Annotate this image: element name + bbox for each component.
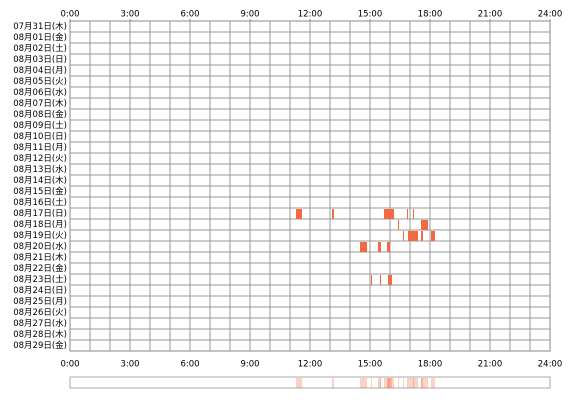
summary-mark (421, 378, 423, 388)
x-tick-label-bottom: 6:00 (180, 360, 199, 370)
x-tick-label-bottom: 21:00 (478, 360, 503, 370)
summary-mark (380, 378, 381, 388)
activity-bar (431, 231, 435, 241)
x-tick-label: 0:00 (60, 10, 79, 20)
summary-mark (398, 378, 399, 388)
row-label: 08月27日(水) (13, 318, 67, 329)
x-tick-label: 15:00 (358, 10, 383, 20)
summary-mark (413, 378, 414, 388)
row-label: 08月06日(水) (13, 87, 67, 98)
x-tick-label: 12:00 (298, 10, 323, 20)
summary-mark (332, 378, 334, 388)
summary-mark (296, 378, 302, 388)
activity-bar (388, 275, 392, 285)
row-label: 08月18日(月) (13, 220, 67, 230)
row-label: 08月05日(火) (13, 77, 67, 87)
x-tick-label-bottom: 0:00 (60, 360, 79, 370)
summary-mark (388, 378, 392, 388)
summary-mark (371, 378, 372, 388)
x-tick-label-bottom: 9:00 (240, 360, 259, 370)
activity-bar (421, 220, 428, 230)
row-label: 08月13日(水) (13, 164, 67, 175)
summary-mark (403, 378, 404, 388)
x-tick-label-bottom: 15:00 (358, 360, 383, 370)
summary-mark (360, 378, 367, 388)
x-tick-label: 18:00 (418, 10, 443, 20)
row-label: 08月14日(木) (13, 175, 67, 186)
activity-bar (398, 220, 399, 230)
activity-bar (403, 231, 404, 241)
row-label: 08月01日(金) (13, 32, 67, 43)
x-tick-label: 3:00 (120, 10, 139, 20)
row-label: 08月12日(火) (13, 154, 67, 164)
x-tick-label: 24:00 (538, 10, 563, 20)
summary-mark (407, 378, 408, 388)
x-tick-label: 9:00 (240, 10, 259, 20)
summary-mark (387, 378, 390, 388)
activity-bar (407, 209, 408, 219)
row-label: 08月03日(日) (13, 55, 67, 65)
row-label: 08月04日(月) (13, 66, 67, 76)
row-label: 08月02日(土) (13, 43, 67, 54)
summary-mark (378, 378, 381, 388)
row-label: 08月25日(月) (13, 297, 67, 307)
x-tick-label: 21:00 (478, 10, 503, 20)
row-label: 08月26日(火) (13, 308, 67, 318)
activity-bar (387, 242, 390, 252)
x-tick-label-bottom: 12:00 (298, 360, 323, 370)
row-label: 08月08日(金) (13, 109, 67, 120)
activity-bar (296, 209, 302, 219)
row-label: 08月07日(木) (13, 98, 67, 109)
row-label: 08月11日(月) (13, 143, 67, 153)
activity-bar (380, 275, 381, 285)
row-label: 07月31日(木) (13, 21, 67, 32)
activity-bar (371, 275, 372, 285)
row-label: 08月28日(木) (13, 329, 67, 340)
row-label: 08月22日(金) (13, 263, 67, 274)
activity-bar (384, 209, 394, 219)
activity-bar (408, 231, 418, 241)
row-label: 08月17日(日) (13, 209, 67, 219)
activity-bar (360, 242, 367, 252)
row-label: 08月19日(火) (13, 231, 67, 241)
activity-bar (332, 209, 334, 219)
summary-mark (421, 378, 428, 388)
row-label: 08月09日(土) (13, 120, 67, 131)
x-tick-label-bottom: 18:00 (418, 360, 443, 370)
row-label: 08月15日(金) (13, 186, 67, 197)
row-label: 08月10日(日) (13, 132, 67, 142)
summary-strip (69, 376, 551, 389)
x-tick-label-bottom: 3:00 (120, 360, 139, 370)
row-label: 08月29日(金) (13, 340, 67, 351)
summary-mark (384, 378, 394, 388)
x-tick-label-bottom: 24:00 (538, 360, 563, 370)
row-label: 08月24日(日) (13, 286, 67, 296)
activity-bar (421, 231, 423, 241)
summary-mark (408, 378, 418, 388)
row-label: 08月23日(土) (13, 274, 67, 285)
row-label: 08月16日(土) (13, 197, 67, 208)
summary-mark (431, 378, 435, 388)
activity-bar (413, 209, 414, 219)
row-label: 08月20日(水) (13, 241, 67, 252)
row-label: 08月21日(木) (13, 252, 67, 263)
x-tick-label: 6:00 (180, 10, 199, 20)
activity-bar (378, 242, 381, 252)
